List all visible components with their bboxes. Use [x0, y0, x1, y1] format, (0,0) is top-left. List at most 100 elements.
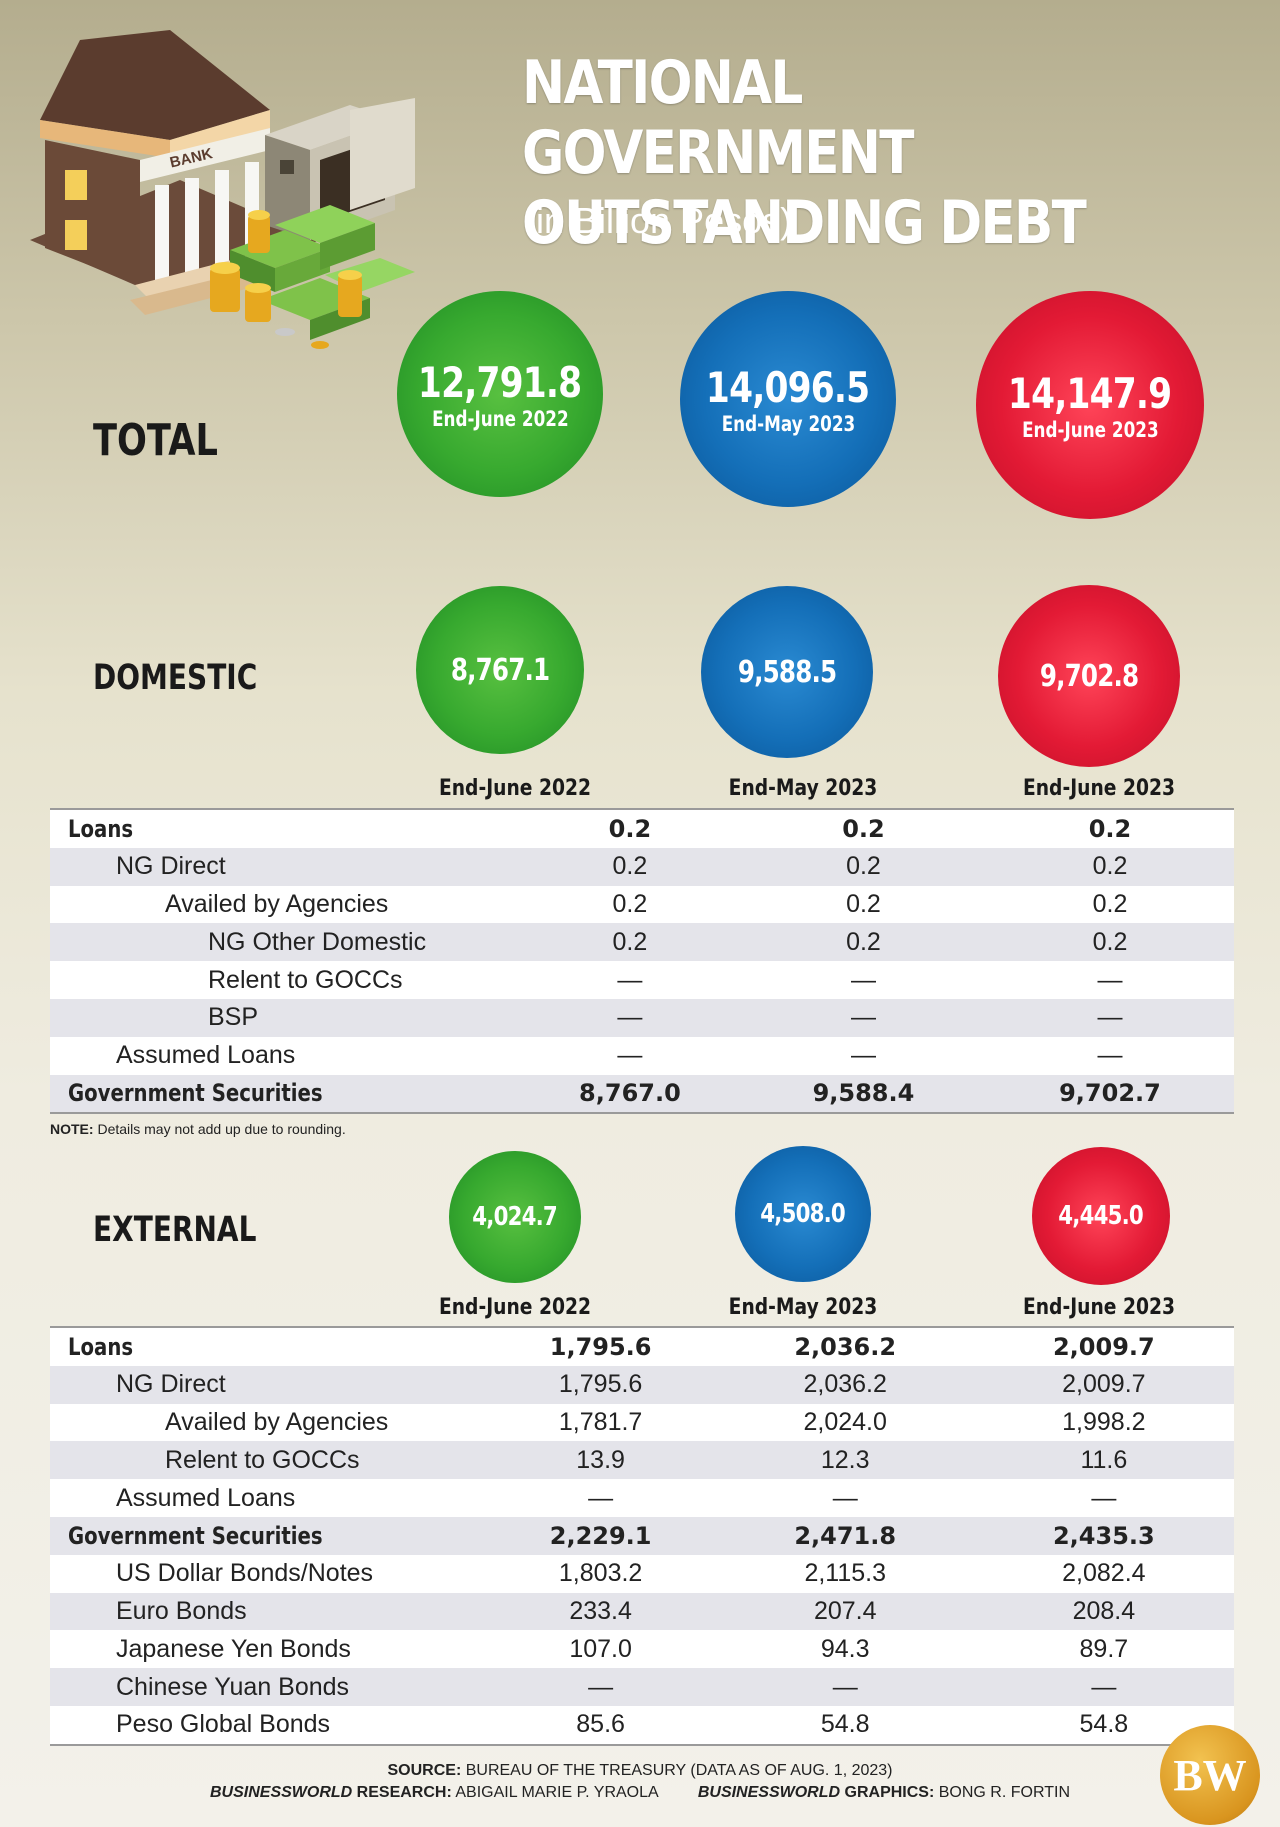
domestic-label: DOMESTIC: [93, 658, 258, 698]
row-value-2: —: [985, 961, 1234, 999]
row-label: Assumed Loans: [50, 1479, 485, 1517]
bubble-value: 14,147.9: [1008, 368, 1172, 418]
row-value-0: —: [518, 998, 741, 1037]
row-value-0: 8,767.0: [518, 1074, 741, 1114]
bubble-value: 9,702.8: [1039, 658, 1139, 694]
row-value-1: 0.2: [740, 885, 986, 924]
row-value-1: 0.2: [740, 847, 986, 886]
row-label-text: Relent to GOCCs: [165, 1445, 360, 1474]
row-label: Euro Bonds: [50, 1592, 485, 1631]
row-value-0: 1,795.6: [484, 1327, 717, 1366]
row-label-text: Japanese Yen Bonds: [116, 1634, 351, 1663]
total-bubble-2023-06: 14,147.9 End-June 2023: [976, 291, 1204, 519]
row-value-1: —: [716, 1668, 974, 1706]
source-label: SOURCE:: [387, 1762, 462, 1779]
row-label: NG Other Domestic: [50, 923, 519, 962]
row-value-0: 1,795.6: [484, 1365, 717, 1404]
row-value-0: 233.4: [484, 1592, 717, 1631]
credits-line: BUSINESSWORLD RESEARCH: ABIGAIL MARIE P.…: [0, 1784, 1280, 1802]
row-value-0: 0.2: [518, 885, 741, 924]
row-label-text: NG Direct: [116, 1370, 226, 1399]
vault-safe-icon: [265, 98, 415, 240]
row-value-1: 2,115.3: [716, 1554, 974, 1593]
row-value-2: 2,009.7: [973, 1327, 1234, 1366]
row-label-text: NG Direct: [116, 852, 226, 881]
note-label: NOTE:: [50, 1121, 94, 1137]
row-value-2: —: [985, 998, 1234, 1037]
title-line-1: NATIONAL GOVERNMENT: [522, 48, 914, 188]
source-text: BUREAU OF THE TREASURY (DATA AS OF AUG. …: [461, 1762, 893, 1779]
row-value-1: 2,471.8: [716, 1516, 974, 1555]
row-value-1: 94.3: [716, 1630, 974, 1669]
bubble-date: End-May 2023: [721, 411, 855, 436]
row-value-2: 9,702.7: [985, 1074, 1234, 1114]
table-row: Relent to GOCCs 13.9 12.3 11.6: [50, 1441, 1234, 1480]
row-value-0: 13.9: [484, 1441, 717, 1480]
row-label: Government Securities: [50, 1074, 519, 1114]
row-value-2: 11.6: [973, 1441, 1234, 1480]
row-label-text: Availed by Agencies: [165, 1407, 389, 1436]
row-label: US Dollar Bonds/Notes: [50, 1554, 485, 1593]
table-row: NG Other Domestic 0.2 0.2 0.2: [50, 923, 1234, 962]
row-label: Chinese Yuan Bonds: [50, 1668, 485, 1706]
row-value-0: —: [484, 1479, 717, 1517]
row-value-2: 89.7: [973, 1630, 1234, 1669]
businessworld-logo: BW: [1160, 1725, 1260, 1825]
row-label: Loans: [50, 1327, 485, 1366]
row-value-1: 9,588.4: [740, 1074, 986, 1114]
row-value-2: 0.2: [985, 885, 1234, 924]
bubble-value: 4,024.7: [472, 1202, 558, 1232]
total-bubble-2023-05: 14,096.5 End-May 2023: [680, 291, 896, 507]
row-value-1: 207.4: [716, 1592, 974, 1631]
row-value-2: 2,435.3: [973, 1516, 1234, 1555]
external-bubble-2022-06: 4,024.7: [449, 1151, 581, 1283]
row-value-0: 0.2: [518, 809, 741, 848]
table-row: Availed by Agencies 0.2 0.2 0.2: [50, 885, 1234, 924]
row-value-1: 2,036.2: [716, 1365, 974, 1404]
row-value-1: —: [740, 998, 986, 1037]
row-label-text: Assumed Loans: [116, 1041, 296, 1070]
row-label-text: Loans: [68, 1332, 134, 1361]
table-row: Peso Global Bonds 85.6 54.8 54.8: [50, 1705, 1234, 1745]
row-label: Availed by Agencies: [50, 1403, 485, 1442]
row-label: Assumed Loans: [50, 1036, 519, 1075]
table-row: Chinese Yuan Bonds — — —: [50, 1668, 1234, 1706]
row-value-1: —: [740, 1036, 986, 1075]
external-col-head-0: End-June 2022: [438, 1295, 592, 1320]
table-row: Loans 0.2 0.2 0.2: [50, 809, 1234, 848]
row-label-text: BSP: [208, 1003, 259, 1032]
coins-icon: [210, 210, 362, 349]
bubble-date: End-June 2022: [431, 406, 569, 431]
external-col-head-1: End-May 2023: [728, 1295, 878, 1320]
table-row: Government Securities 2,229.1 2,471.8 2,435…: [50, 1516, 1234, 1555]
header-illustration: BANK: [30, 30, 415, 349]
row-label-text: Government Securities: [68, 1079, 323, 1108]
page-subtitle: (in Billion Pesos): [524, 200, 793, 241]
external-table: Loans 1,795.6 2,036.2 2,009.7 NG Direct 1,795…: [50, 1326, 1234, 1746]
row-label-text: US Dollar Bonds/Notes: [116, 1559, 374, 1588]
row-value-1: 54.8: [716, 1705, 974, 1745]
row-label-text: Government Securities: [68, 1521, 323, 1550]
row-label: Relent to GOCCs: [50, 961, 519, 999]
rounding-note: NOTE: Details may not add up due to roun…: [50, 1121, 346, 1137]
row-label-text: Loans: [68, 814, 134, 843]
row-value-1: 2,036.2: [716, 1327, 974, 1366]
total-label: TOTAL: [93, 415, 218, 466]
table-row: NG Direct 1,795.6 2,036.2 2,009.7: [50, 1365, 1234, 1404]
table-row: Assumed Loans — — —: [50, 1479, 1234, 1517]
table-row: Relent to GOCCs — — —: [50, 961, 1234, 999]
title-line-2: OUTSTANDING DEBT: [522, 188, 1087, 258]
row-value-2: 208.4: [973, 1592, 1234, 1631]
table-row: Government Securities 8,767.0 9,588.4 9,702…: [50, 1074, 1234, 1114]
row-label-text: NG Other Domestic: [208, 927, 427, 956]
row-value-0: —: [518, 961, 741, 999]
row-value-2: 0.2: [985, 923, 1234, 962]
row-value-2: 1,998.2: [973, 1403, 1234, 1442]
row-value-2: —: [973, 1668, 1234, 1706]
row-value-2: 2,082.4: [973, 1554, 1234, 1593]
row-value-0: 2,229.1: [484, 1516, 717, 1555]
table-row: BSP — — —: [50, 998, 1234, 1037]
row-value-1: 2,024.0: [716, 1403, 974, 1442]
table-row: Euro Bonds 233.4 207.4 208.4: [50, 1592, 1234, 1631]
row-value-0: 0.2: [518, 923, 741, 962]
